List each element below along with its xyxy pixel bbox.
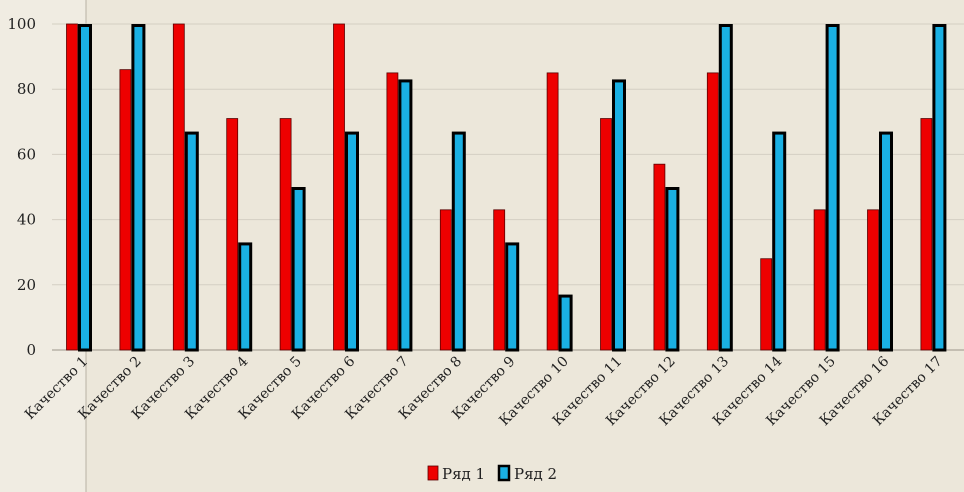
bar-series-1 — [119, 69, 132, 351]
bar-series-1 — [226, 118, 239, 351]
bar-series-2 — [879, 131, 893, 352]
bar-series-1 — [333, 23, 345, 351]
bar-series-2 — [398, 79, 413, 352]
bar-series-1 — [813, 209, 826, 351]
y-tick-label: 60 — [17, 145, 36, 163]
bar-series-2 — [932, 24, 947, 352]
bar-series-1 — [493, 209, 506, 351]
y-tick-label: 80 — [17, 80, 36, 98]
bar-series-1 — [439, 209, 452, 351]
bar-series-2 — [238, 242, 253, 352]
legend-label-series-2: Ряд 2 — [514, 465, 557, 483]
legend: Ряд 1 Ряд 2 — [427, 464, 557, 483]
bar-series-1 — [920, 118, 933, 351]
bar-series-1 — [760, 258, 773, 351]
bar-series-2 — [345, 131, 359, 352]
bar-series-1 — [546, 72, 559, 351]
bar-series-1 — [867, 209, 879, 351]
bar-series-2 — [184, 131, 199, 352]
bar-series-2 — [825, 24, 840, 352]
bar-series-1 — [172, 23, 185, 351]
bar-series-2 — [505, 242, 520, 352]
bar-series-1 — [653, 163, 666, 351]
y-axis-ticks: 0 20 40 60 80 100 — [7, 15, 36, 359]
bars — [66, 23, 947, 352]
legend-label-series-1: Ряд 1 — [442, 465, 485, 483]
bar-series-2 — [718, 24, 733, 352]
y-tick-label: 0 — [26, 341, 36, 359]
bar-series-2 — [612, 79, 626, 352]
bar-series-2 — [558, 294, 573, 352]
bar-series-2 — [772, 131, 787, 352]
bar-series-2 — [291, 187, 306, 352]
legend-swatch-series-1 — [427, 465, 439, 481]
bar-series-2 — [131, 24, 146, 352]
bar-series-1 — [386, 72, 399, 351]
bar-series-2 — [78, 24, 92, 352]
bar-series-2 — [451, 131, 466, 352]
bar-series-1 — [600, 118, 612, 351]
y-tick-label: 40 — [17, 211, 36, 229]
y-tick-label: 100 — [7, 15, 36, 33]
bar-series-2 — [665, 187, 680, 352]
bar-series-1 — [279, 118, 292, 351]
legend-swatch-series-2 — [497, 464, 511, 482]
y-tick-label: 20 — [17, 276, 36, 294]
bar-series-1 — [66, 23, 78, 351]
bar-series-1 — [706, 72, 719, 351]
